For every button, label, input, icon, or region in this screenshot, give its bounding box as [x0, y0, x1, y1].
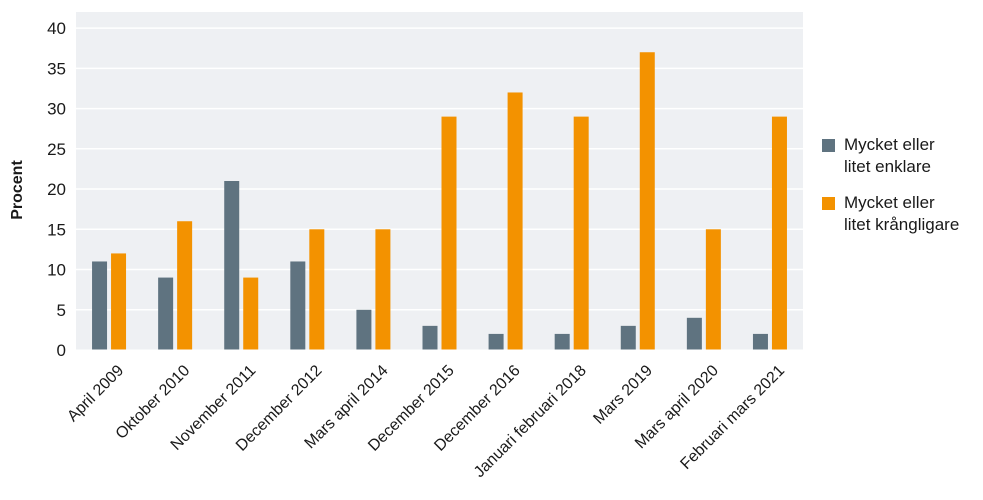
bar-krangligare [573, 116, 589, 350]
bar-enklare [686, 317, 702, 350]
legend-swatch-krangligare [822, 197, 835, 210]
legend-item-enklare: Mycket eller litet enklare [822, 134, 982, 178]
y-axis-label: Procent [9, 160, 26, 220]
y-tick-label: 0 [57, 341, 66, 360]
y-tick-label: 35 [47, 59, 66, 78]
bar-enklare [290, 261, 306, 350]
bar-krangligare [111, 253, 127, 350]
bar-krangligare [705, 229, 721, 350]
bars [92, 52, 787, 350]
bar-enklare [158, 277, 174, 350]
gridlines [76, 27, 803, 311]
bar-krangligare [441, 116, 457, 350]
bar-enklare [224, 181, 240, 350]
legend-label-line2: litet krångligare [844, 215, 960, 234]
legend-swatch-enklare [822, 139, 835, 152]
bar-enklare [752, 333, 768, 350]
bar-krangligare [309, 229, 325, 350]
y-axis-ticks: 0 5 10 15 20 25 30 35 40 [47, 19, 66, 360]
bar-enklare [92, 261, 108, 350]
bar-krangligare [243, 277, 259, 350]
legend: Mycket eller litet enklare Mycket eller … [822, 134, 982, 250]
legend-label-line2: litet enklare [844, 157, 931, 176]
y-tick-label: 20 [47, 180, 66, 199]
legend-item-krangligare: Mycket eller litet krångligare [822, 192, 982, 236]
y-tick-label: 30 [47, 100, 66, 119]
bar-enklare [620, 325, 636, 350]
y-tick-label: 25 [47, 140, 66, 159]
bar-krangligare [375, 229, 391, 350]
y-tick-label: 40 [47, 19, 66, 38]
y-tick-label: 5 [57, 301, 66, 320]
bar-krangligare [177, 221, 193, 350]
y-tick-label: 10 [47, 261, 66, 280]
legend-label-line1: Mycket eller [844, 193, 935, 212]
bar-enklare [422, 325, 438, 350]
bar-enklare [356, 309, 372, 350]
bar-krangligare [507, 92, 523, 350]
bar-enklare [554, 333, 570, 350]
x-tick-label: Januari februari 2018 [471, 362, 590, 481]
x-tick-label: Mars 2019 [590, 362, 656, 428]
legend-label-line1: Mycket eller [844, 135, 935, 154]
bar-enklare [488, 333, 504, 350]
y-tick-label: 15 [47, 220, 66, 239]
bar-krangligare [639, 52, 655, 350]
bar-krangligare [771, 116, 787, 350]
x-tick-label: April 2009 [64, 362, 127, 425]
